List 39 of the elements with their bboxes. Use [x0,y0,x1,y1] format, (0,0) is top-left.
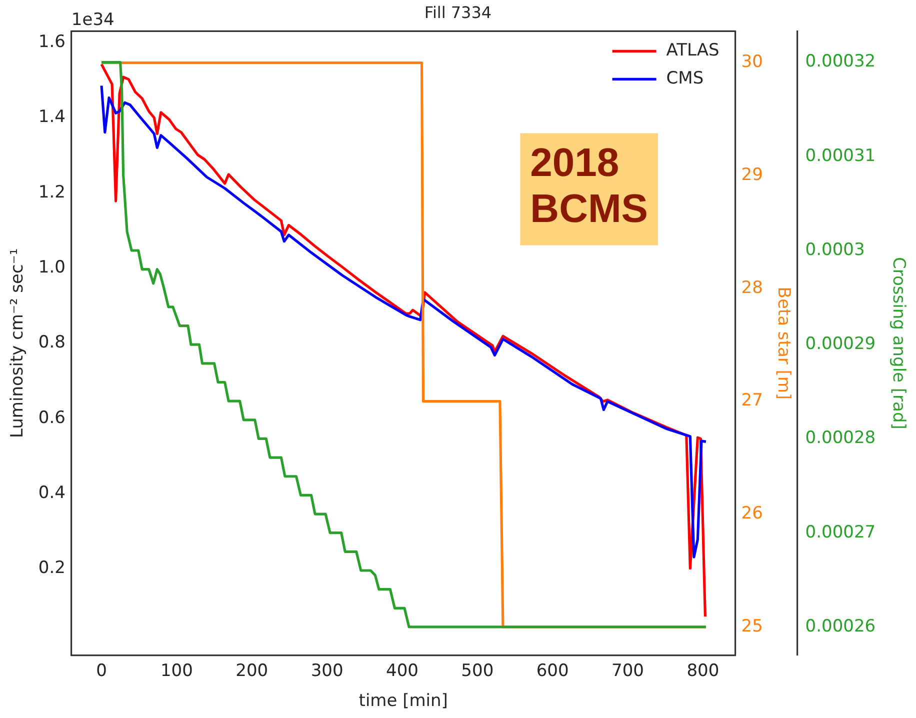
y-tick-label: 0.4 [38,482,66,503]
y2-tick-label: 29 [741,165,763,186]
x-tick-label: 300 [310,660,344,681]
y2-tick-label: 26 [741,504,763,524]
y2-tick-label: 27 [741,390,763,411]
x-axis-title: time [min] [358,691,448,712]
x-tick-label: 100 [160,660,193,681]
y3-tick-label: 0.00029 [805,334,876,354]
x-tick-label: 500 [461,660,494,681]
y3-tick-label: 0.0003 [805,240,865,260]
y2-axis-title: Beta star [m] [774,286,794,400]
y3-tick-label: 0.00026 [805,616,876,636]
x-tick-label: 800 [686,660,720,681]
y-tick-label: 1.0 [38,257,66,278]
y2-tick-label: 25 [741,616,763,636]
y-tick-label: 0.6 [38,408,66,428]
x-tick-label: 400 [386,660,418,681]
y3-tick-label: 0.00032 [805,52,876,72]
y-axis-title: Luminosity cm⁻² sec⁻¹ [8,248,28,438]
x-tick-label: 200 [236,660,268,681]
y2-tick-label: 30 [741,52,763,72]
y3-tick-label: 0.00027 [805,522,876,542]
x-tick-label: 0 [96,660,107,681]
legend-label: CMS [666,68,704,89]
y3-tick-label: 0.00031 [805,146,876,166]
y-tick-label: 0.8 [38,332,66,353]
legend-label: ATLAS [666,40,720,61]
annotation: 2018 BCMS [530,141,648,232]
y3-axis-title: Crossing angle [rad] [888,257,908,430]
y2-tick-label: 28 [741,278,763,298]
y-tick-label: 1.2 [38,182,66,202]
x-tick-label: 700 [612,660,644,681]
chart-title: Fill 7334 [424,2,492,22]
y-tick-label: 1.6 [38,32,66,52]
y-tick-label: 1.4 [38,107,66,128]
y3-tick-label: 0.00028 [805,428,876,448]
y-tick-label: 0.2 [38,558,66,578]
x-tick-label: 600 [536,660,569,681]
text: 1e34 [71,10,114,30]
